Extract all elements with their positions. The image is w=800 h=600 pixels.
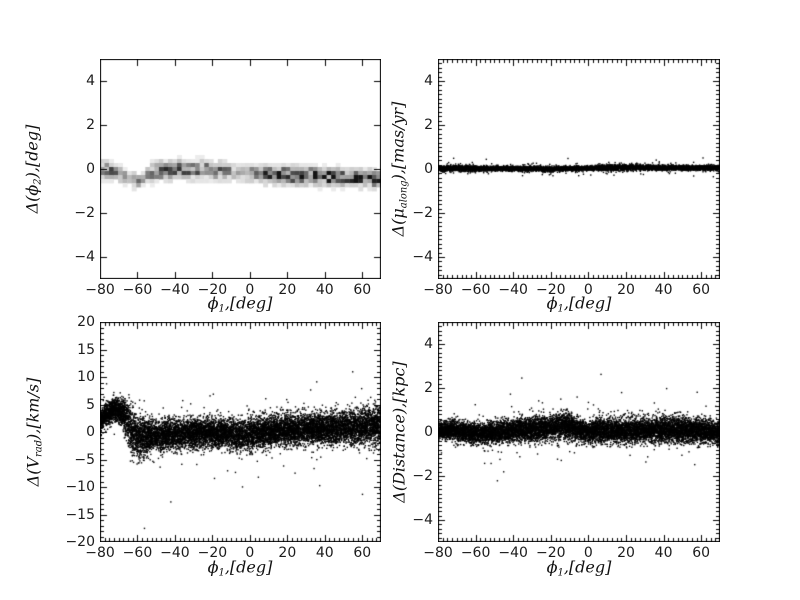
label-subscript: 1 (218, 567, 225, 579)
plot-area-delta-distance: −80 −60 −40 −20 0 20 40 60 −4 −2 0 2 4 (412, 322, 720, 560)
x-tick-label: −80 (423, 282, 453, 298)
label-text: ),[km/s] (23, 377, 43, 440)
chart-canvas-delta-mu-along (438, 59, 720, 279)
label-text: ,[deg] (224, 293, 273, 313)
x-tick-label: 40 (315, 545, 334, 561)
y-tick-label: 0 (424, 424, 433, 440)
label-subscript: 1 (218, 303, 225, 315)
x-tick-label: 60 (692, 282, 711, 298)
y-tick-label: 2 (424, 117, 433, 133)
y-tick-label: 0 (424, 161, 433, 177)
plot-area-delta-mu-along: −80 −60 −40 −20 0 20 40 60 −4 −2 0 2 4 (412, 59, 720, 297)
y-tick-label: −5 (74, 451, 95, 468)
x-tick-label: 0 (245, 282, 255, 298)
x-tick-label: 0 (245, 545, 255, 561)
label-text: ϕ (207, 557, 219, 577)
y-tick-label: −4 (74, 249, 95, 265)
x-axis-label-delta-phi2: ϕ1,[deg] (208, 294, 273, 315)
chart-canvas-delta-vrad (100, 322, 381, 542)
y-tick-label: 4 (86, 73, 95, 89)
label-subscript: along (398, 180, 410, 209)
x-tick-label: −60 (122, 282, 153, 298)
y-tick-label: −2 (412, 205, 433, 221)
label-text: Δ(Distance),[kpc] (389, 361, 409, 503)
y-tick-label: 2 (424, 380, 433, 396)
x-tick-label: 20 (617, 545, 635, 561)
chart-canvas-delta-distance (438, 322, 720, 542)
x-tick-label: 0 (583, 282, 593, 298)
x-tick-label: −40 (498, 545, 528, 561)
y-tick-label: 4 (424, 336, 433, 352)
label-subscript: 1 (557, 567, 564, 579)
y-tick-label: 4 (424, 73, 433, 89)
x-tick-label: 60 (692, 545, 711, 561)
x-tick-label: −40 (160, 545, 190, 561)
y-tick-label: 5 (86, 396, 95, 413)
y-tick-label: −20 (65, 534, 95, 550)
label-text: ),[mas/yr] (388, 101, 408, 181)
x-tick-label: −20 (536, 282, 566, 298)
x-tick-label: 40 (654, 282, 673, 298)
label-text: ,[deg] (563, 557, 612, 577)
y-tick-label: −4 (412, 249, 433, 265)
y-axis-label-delta-mu-along: Δ(μalong),[mas/yr] (389, 102, 410, 237)
x-tick-label: 40 (315, 282, 334, 298)
x-tick-label: −40 (498, 282, 528, 298)
y-tick-label: −10 (65, 479, 95, 495)
x-tick-label: −80 (423, 545, 453, 561)
label-text: ),[deg] (22, 124, 42, 179)
x-tick-label: 20 (278, 545, 297, 561)
y-axis-label-delta-vrad: Δ(Vrad),[km/s] (24, 378, 45, 487)
y-tick-label: −15 (65, 506, 95, 523)
y-tick-label: −4 (412, 512, 433, 528)
x-tick-label: −60 (122, 545, 153, 561)
x-tick-label: −80 (85, 545, 115, 561)
label-text: Δ(V (23, 456, 43, 487)
label-text: ϕ (546, 557, 558, 577)
y-axis-label-delta-phi2: Δ(ϕ2),[deg] (23, 125, 44, 214)
label-text: ϕ (546, 293, 558, 313)
label-text: ,[deg] (224, 557, 273, 577)
x-tick-label: 20 (617, 282, 635, 298)
x-tick-label: 20 (278, 282, 297, 298)
x-tick-label: 40 (654, 545, 673, 561)
x-tick-label: 60 (353, 545, 372, 561)
plot-area-delta-vrad: −80 −60 −40 −20 0 20 40 60 −20 −15 −10 −5 0 5 10 15 20 (65, 315, 381, 560)
y-tick-label: 0 (86, 424, 95, 440)
label-text: Δ(μ (388, 208, 408, 237)
y-tick-label: 20 (77, 314, 95, 330)
x-axis-label-delta-vrad: ϕ1,[deg] (208, 558, 273, 579)
x-tick-label: −20 (197, 282, 228, 298)
x-tick-label: −40 (160, 282, 190, 298)
label-text: ,[deg] (563, 293, 612, 313)
y-tick-label: 0 (86, 161, 95, 177)
y-tick-label: 15 (77, 341, 95, 358)
x-tick-label: 0 (583, 545, 593, 561)
y-tick-label: 2 (86, 117, 95, 133)
x-axis-label-delta-distance: ϕ1,[deg] (547, 558, 612, 579)
y-axis-label-delta-distance: Δ(Distance),[kpc] (390, 361, 409, 502)
x-tick-label: −20 (536, 545, 566, 561)
y-tick-label: 10 (77, 369, 95, 385)
y-tick-label: −2 (412, 468, 433, 484)
x-tick-label: −60 (460, 282, 491, 298)
label-text: ϕ (207, 293, 219, 313)
x-tick-label: −80 (85, 282, 115, 298)
x-tick-label: 60 (353, 282, 372, 298)
x-axis-label-delta-mu-along: ϕ1,[deg] (547, 294, 612, 315)
chart-canvas-delta-phi2 (100, 59, 381, 279)
x-tick-label: −60 (460, 545, 491, 561)
label-text: Δ(ϕ (22, 184, 42, 214)
label-subscript: rad (33, 439, 45, 457)
x-tick-label: −20 (197, 545, 228, 561)
plot-area-delta-phi2: −80 −60 −40 −20 0 20 40 60 −4 −2 0 2 4 (74, 59, 381, 297)
label-subscript: 2 (32, 178, 44, 185)
y-tick-label: −2 (74, 205, 95, 221)
label-subscript: 1 (557, 303, 564, 315)
